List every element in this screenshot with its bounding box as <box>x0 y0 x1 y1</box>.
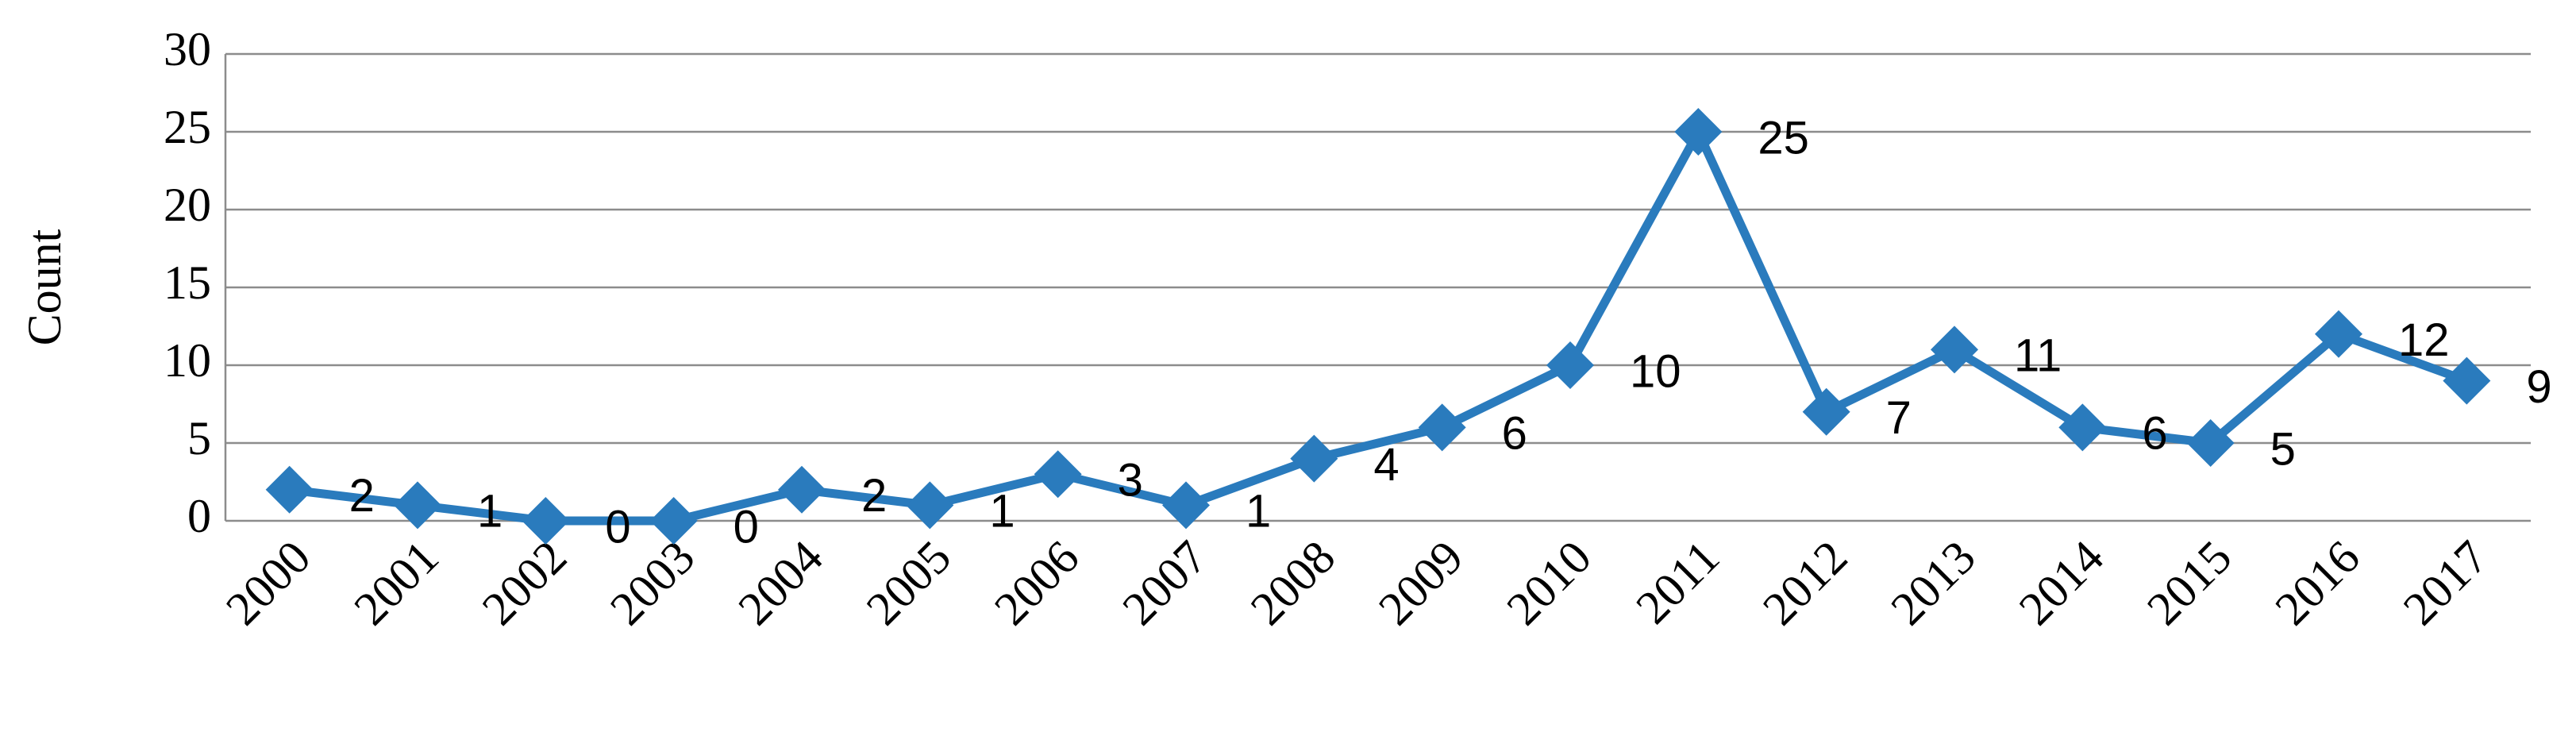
data-label: 5 <box>2270 423 2296 475</box>
marker <box>2443 356 2491 405</box>
data-label: 2 <box>861 470 887 522</box>
marker <box>1034 450 1082 499</box>
y-tick-label: 10 <box>164 334 211 387</box>
x-tick-label: 2009 <box>1369 530 1473 635</box>
y-tick-label: 20 <box>164 179 211 231</box>
data-label: 1 <box>477 486 502 537</box>
x-tick-label: 2013 <box>1881 530 1985 635</box>
marker <box>2315 310 2362 358</box>
x-tick-label: 2015 <box>2137 530 2242 635</box>
x-tick-label: 2002 <box>472 530 577 635</box>
data-label: 3 <box>1118 455 1143 507</box>
x-tick-label: 2001 <box>344 530 449 635</box>
marker <box>1418 403 1466 452</box>
marker <box>778 465 826 514</box>
marker <box>2186 419 2235 467</box>
data-label: 0 <box>605 501 630 553</box>
data-label: 6 <box>1502 408 1527 460</box>
x-tick-label: 2011 <box>1626 530 1729 634</box>
data-label: 25 <box>1758 112 1809 164</box>
data-label: 7 <box>1886 392 1912 444</box>
x-tick-label: 2007 <box>1112 530 1217 635</box>
x-tick-label: 2005 <box>857 530 961 635</box>
y-tick-label: 25 <box>164 101 211 153</box>
marker <box>1162 481 1210 530</box>
x-tick-label: 2010 <box>1496 530 1601 635</box>
marker <box>649 497 698 545</box>
x-tick-label: 2012 <box>1753 530 1858 635</box>
y-axis-label: Count <box>18 229 71 345</box>
x-tick-label: 2006 <box>984 530 1089 635</box>
data-label: 10 <box>1630 345 1681 397</box>
marker <box>2058 403 2107 452</box>
marker <box>1802 387 1850 436</box>
marker <box>906 481 954 530</box>
x-tick-label: 2008 <box>1241 530 1346 635</box>
x-tick-label: 2014 <box>2009 530 2114 635</box>
data-label: 9 <box>2526 361 2551 413</box>
data-label: 11 <box>2014 330 2062 382</box>
data-label: 1 <box>989 486 1015 537</box>
x-tick-label: 2000 <box>216 530 321 635</box>
marker <box>1546 341 1594 389</box>
y-tick-label: 15 <box>164 256 211 309</box>
data-label: 12 <box>2398 314 2450 366</box>
x-tick-label: 2016 <box>2265 530 2370 635</box>
marker <box>1674 108 1723 156</box>
y-tick-label: 5 <box>187 412 211 464</box>
marker <box>1290 434 1338 483</box>
x-tick-label: 2017 <box>2393 530 2498 635</box>
marker <box>522 497 570 545</box>
data-label: 1 <box>1246 486 1271 537</box>
marker <box>1931 326 1978 374</box>
marker <box>265 465 314 514</box>
data-label: 6 <box>2142 408 2167 460</box>
data-label: 0 <box>734 501 759 553</box>
y-tick-label: 0 <box>187 490 211 542</box>
data-label: 2 <box>349 470 375 522</box>
data-label: 4 <box>1373 439 1399 491</box>
marker <box>394 481 441 530</box>
y-tick-label: 30 <box>164 23 211 75</box>
